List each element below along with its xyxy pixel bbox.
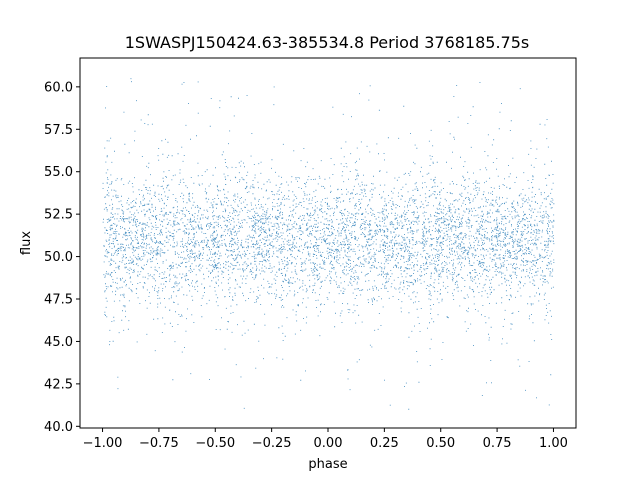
data-points bbox=[102, 78, 555, 410]
y-tick-label: 55.0 bbox=[44, 165, 73, 180]
x-axis: −1.00 −0.75 −0.50 −0.25 0.00 0.25 0.50 0.75 1.00 bbox=[83, 428, 568, 451]
scatter-series bbox=[102, 78, 555, 410]
x-axis-label: phase bbox=[308, 457, 347, 472]
y-tick-label: 57.5 bbox=[44, 123, 73, 138]
y-tick-label: 52.5 bbox=[44, 208, 73, 223]
x-tick-label: 0.00 bbox=[314, 436, 343, 451]
x-tick-label: 0.50 bbox=[426, 436, 455, 451]
x-tick-label: −0.25 bbox=[252, 436, 292, 451]
chart-title: 1SWASPJ150424.63-385534.8 Period 3768185… bbox=[125, 33, 530, 52]
y-tick-label: 45.0 bbox=[44, 335, 73, 350]
y-tick-label: 60.0 bbox=[44, 80, 73, 95]
x-tick-label: 1.00 bbox=[539, 436, 568, 451]
x-tick-label: 0.25 bbox=[370, 436, 399, 451]
y-tick-label: 47.5 bbox=[44, 293, 73, 308]
y-tick-label: 42.5 bbox=[44, 377, 73, 392]
y-axis-label: flux bbox=[19, 231, 34, 255]
y-axis: 40.0 42.5 45.0 47.5 50.0 52.5 55.0 57.5 60.0 bbox=[44, 80, 80, 435]
x-tick-label: −0.75 bbox=[139, 436, 179, 451]
x-tick-label: 0.75 bbox=[483, 436, 512, 451]
x-tick-label: −1.00 bbox=[83, 436, 123, 451]
y-tick-label: 40.0 bbox=[44, 420, 73, 435]
y-tick-label: 50.0 bbox=[44, 250, 73, 265]
x-tick-label: −0.50 bbox=[195, 436, 235, 451]
plot-area-frame bbox=[79, 57, 577, 429]
